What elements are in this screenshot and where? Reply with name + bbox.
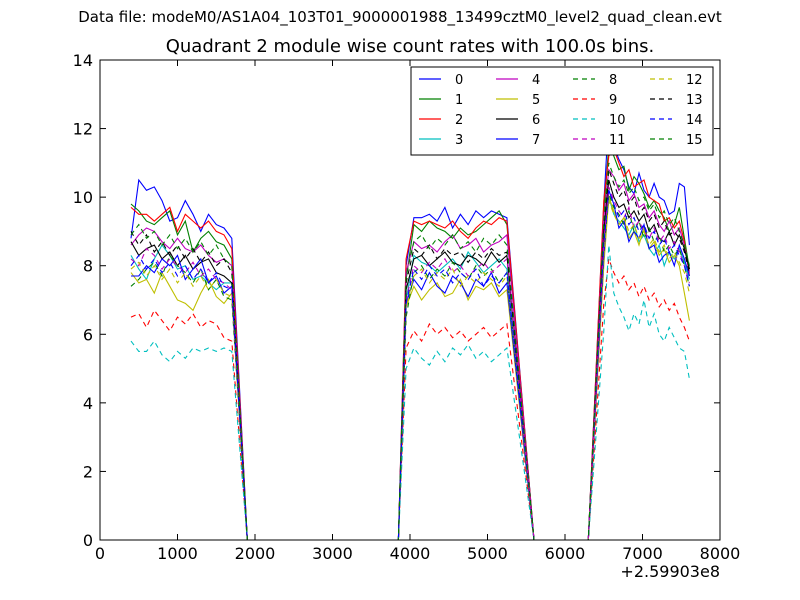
- y-tick-label: 14: [73, 51, 93, 70]
- y-tick-label: 0: [83, 531, 93, 550]
- series-line-7: [131, 190, 690, 541]
- y-tick-label: 12: [73, 120, 93, 139]
- x-tick-label: 0: [95, 544, 105, 563]
- series-line-11: [130, 186, 690, 541]
- x-offset-label: +2.59903e8: [620, 562, 720, 581]
- legend-label-2: 2: [455, 113, 463, 128]
- chart-title: Quadrant 2 module wise count rates with …: [165, 36, 655, 57]
- legend-label-9: 9: [609, 93, 617, 108]
- legend-label-10: 10: [609, 113, 626, 128]
- legend-label-3: 3: [455, 133, 463, 148]
- legend-label-7: 7: [532, 133, 540, 148]
- y-tick-label: 8: [83, 257, 93, 276]
- legend-box: [410, 66, 714, 156]
- legend-label-13: 13: [686, 93, 703, 108]
- series-line-14: [130, 190, 690, 541]
- series-line-0: [130, 114, 690, 541]
- y-tick-label: 4: [83, 394, 93, 413]
- series-line-15: [130, 162, 690, 541]
- legend-label-0: 0: [455, 73, 463, 88]
- data-file-caption: Data file: modeM0/AS1A04_103T01_90000019…: [78, 8, 722, 26]
- x-tick-label: 8000: [700, 544, 741, 563]
- series-line-10: [130, 245, 690, 541]
- series-line-13: [130, 169, 690, 541]
- y-tick-label: 2: [83, 462, 93, 481]
- legend-label-15: 15: [686, 133, 703, 148]
- x-tick-label: 1000: [157, 544, 198, 563]
- y-tick-label: 6: [83, 325, 93, 344]
- x-tick-label: 3000: [312, 544, 353, 563]
- x-tick-label: 7000: [622, 544, 663, 563]
- legend-label-8: 8: [609, 73, 617, 88]
- x-tick-label: 2000: [235, 544, 276, 563]
- ticks-layer: 0 1000 2000 3000 4000 5000 6000 7000 80000246810…: [73, 51, 741, 563]
- x-tick-label: 4000: [390, 544, 431, 563]
- legend-label-12: 12: [686, 73, 703, 88]
- legend-label-11: 11: [609, 133, 626, 148]
- y-tick-label: 10: [73, 188, 93, 207]
- series-line-2: [130, 147, 690, 541]
- x-tick-label: 6000: [545, 544, 586, 563]
- legend-label-14: 14: [686, 113, 703, 128]
- series-line-9: [130, 258, 690, 541]
- series-layer: [130, 114, 690, 541]
- series-line-8: [130, 193, 690, 541]
- legend-label-4: 4: [532, 73, 540, 88]
- x-tick-label: 5000: [467, 544, 508, 563]
- series-line-12: [130, 200, 690, 541]
- legend-label-6: 6: [532, 113, 540, 128]
- legend-label-5: 5: [532, 93, 540, 108]
- legend-label-1: 1: [455, 93, 463, 108]
